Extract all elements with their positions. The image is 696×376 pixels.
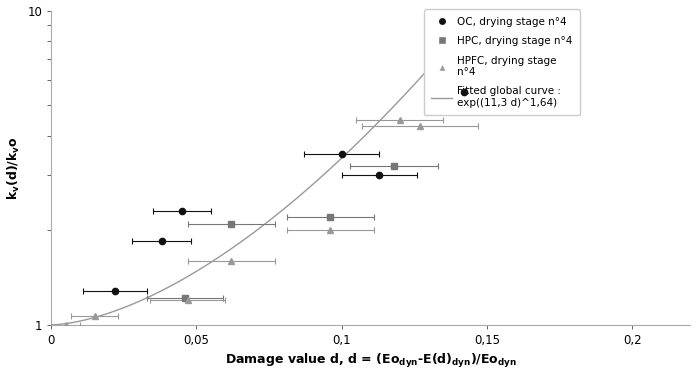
X-axis label: Damage value d, d = (Eo$_\mathregular{dyn}$-E(d)$_\mathregular{dyn}$)/Eo$_\mathr: Damage value d, d = (Eo$_\mathregular{dy…: [225, 352, 517, 370]
Legend: OC, drying stage n°4, HPC, drying stage n°4, HPFC, drying stage
n°4, Fitted glob: OC, drying stage n°4, HPC, drying stage …: [424, 9, 580, 115]
Y-axis label: k$_\mathregular{v}$(d)/k$_\mathregular{v}$o: k$_\mathregular{v}$(d)/k$_\mathregular{v…: [6, 136, 22, 200]
